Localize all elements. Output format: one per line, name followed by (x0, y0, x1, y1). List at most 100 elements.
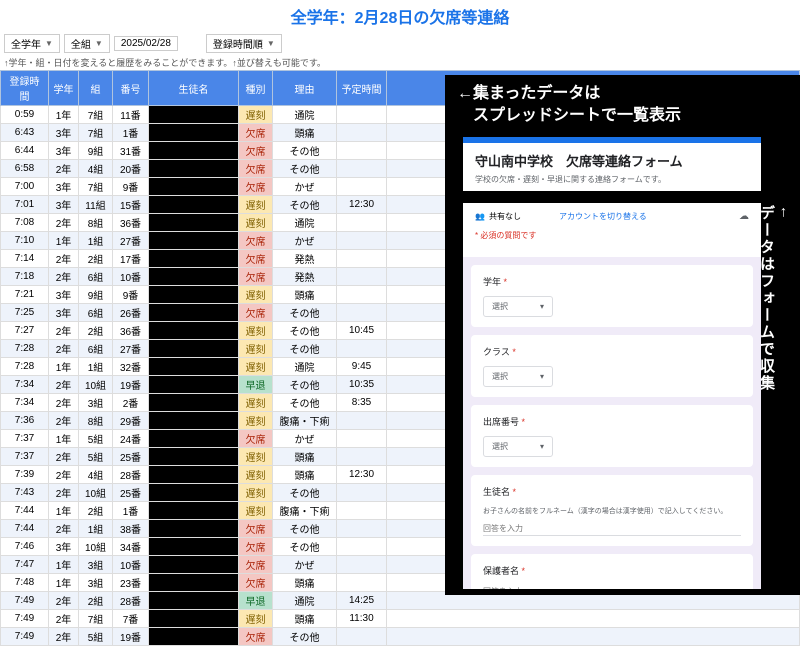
cell: 欠席 (239, 250, 273, 268)
cell (149, 250, 239, 268)
guardian-name-input[interactable] (483, 585, 741, 589)
cell (337, 448, 387, 466)
column-header: 学年 (49, 71, 79, 106)
cell: 遅刻 (239, 502, 273, 520)
grade-filter[interactable]: 全学年▼ (4, 34, 60, 53)
cell: かぜ (273, 232, 337, 250)
table-row: 7:492年5組19番欠席その他 (1, 628, 800, 646)
cell (337, 106, 387, 124)
cell: 10組 (79, 484, 113, 502)
cell (149, 106, 239, 124)
cell: 7組 (79, 610, 113, 628)
cell: 2年 (49, 412, 79, 430)
cell: 発熱 (273, 250, 337, 268)
cell (337, 430, 387, 448)
cell: 遅刻 (239, 412, 273, 430)
cell: 9組 (79, 286, 113, 304)
cell (149, 160, 239, 178)
filter-row: 全学年▼ 全組▼ 2025/02/28 登録時間順▼ (0, 32, 800, 55)
cell: 1年 (49, 574, 79, 592)
switch-account-link[interactable]: アカウントを切り替える (559, 211, 647, 222)
cell: 15番 (113, 196, 149, 214)
cell: 7:00 (1, 178, 49, 196)
cell: その他 (273, 160, 337, 178)
cell: 5組 (79, 628, 113, 646)
cell: 2組 (79, 502, 113, 520)
cell (387, 628, 800, 646)
class-select[interactable]: 選択▾ (483, 366, 553, 387)
cell: 10番 (113, 268, 149, 286)
number-select[interactable]: 選択▾ (483, 436, 553, 457)
overlay-caption-1: ←集まったデータは スプレッドシートで一覧表示 (457, 83, 681, 128)
cell (149, 268, 239, 286)
class-filter[interactable]: 全組▼ (64, 34, 110, 53)
cell: 6:43 (1, 124, 49, 142)
cell: 欠席 (239, 556, 273, 574)
cell: その他 (273, 340, 337, 358)
cell: 14:25 (337, 592, 387, 610)
cell: その他 (273, 538, 337, 556)
cell: 1年 (49, 232, 79, 250)
cell: 1組 (79, 232, 113, 250)
cell: 25番 (113, 484, 149, 502)
cell: 2年 (49, 394, 79, 412)
cell: 1年 (49, 502, 79, 520)
cell (337, 484, 387, 502)
cell: 2年 (49, 466, 79, 484)
cell: 7:10 (1, 232, 49, 250)
cell: 2年 (49, 448, 79, 466)
cell: 通院 (273, 592, 337, 610)
table-row: 7:492年7組7番遅刻頭痛11:30 (1, 610, 800, 628)
student-name-input[interactable] (483, 522, 741, 536)
google-form-preview: 守山南中学校 欠席等連絡フォーム 学校の欠席・遅刻・早退に関する連絡フォームです… (463, 137, 761, 589)
cell: 3年 (49, 142, 79, 160)
cell: 10:45 (337, 322, 387, 340)
cell: 11:30 (337, 610, 387, 628)
cell: 2年 (49, 268, 79, 286)
cell: 遅刻 (239, 610, 273, 628)
sort-filter[interactable]: 登録時間順▼ (206, 34, 282, 53)
cell: その他 (273, 484, 337, 502)
cell: 2年 (49, 250, 79, 268)
cell: 2年 (49, 214, 79, 232)
cell: 2年 (49, 610, 79, 628)
cell: その他 (273, 322, 337, 340)
cell: 1番 (113, 502, 149, 520)
cell: 9番 (113, 178, 149, 196)
cell: 遅刻 (239, 448, 273, 466)
cell: 27番 (113, 232, 149, 250)
cell: 8組 (79, 412, 113, 430)
cell (149, 448, 239, 466)
cell: 欠席 (239, 574, 273, 592)
cell: 11番 (113, 106, 149, 124)
cell (149, 286, 239, 304)
cell: 1年 (49, 106, 79, 124)
cell: 欠席 (239, 160, 273, 178)
cell: 7:27 (1, 322, 49, 340)
cell: 6組 (79, 268, 113, 286)
cell: 5組 (79, 430, 113, 448)
cell: 28番 (113, 466, 149, 484)
cell (149, 484, 239, 502)
date-filter[interactable]: 2025/02/28 (114, 36, 178, 51)
cell: 27番 (113, 340, 149, 358)
cell: その他 (273, 394, 337, 412)
cell (337, 142, 387, 160)
cell: 3年 (49, 124, 79, 142)
cell: 1組 (79, 520, 113, 538)
cell: 7:49 (1, 610, 49, 628)
cell (149, 592, 239, 610)
overlay-caption-vertical: ←データはフォームで収集 (756, 205, 794, 392)
cell: 発熱 (273, 268, 337, 286)
grade-select[interactable]: 選択▾ (483, 296, 553, 317)
cell (149, 610, 239, 628)
cell: 7:08 (1, 214, 49, 232)
annotation-overlay: ←集まったデータは スプレッドシートで一覧表示 ←データはフォームで収集 守山南… (445, 75, 800, 595)
question-guardian: 保護者名 * (483, 564, 741, 577)
cell: 遅刻 (239, 358, 273, 376)
cell: かぜ (273, 430, 337, 448)
cell: 9組 (79, 142, 113, 160)
cell (337, 286, 387, 304)
cell: 26番 (113, 304, 149, 322)
cell (149, 466, 239, 484)
